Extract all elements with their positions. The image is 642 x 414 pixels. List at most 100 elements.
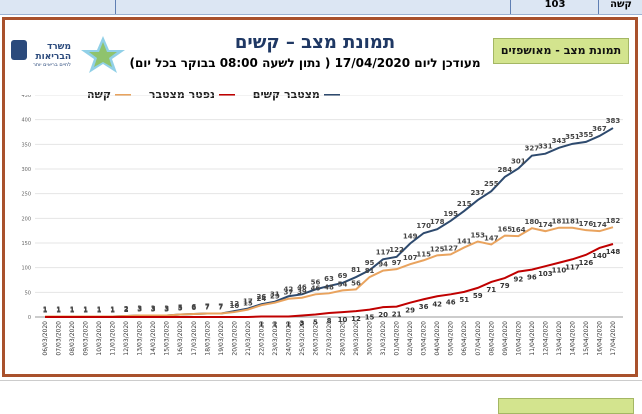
x-tick-label: 25/03/2020 [299,321,306,356]
data-label-severe: 39 [297,288,307,296]
data-label-severe: 176 [579,220,594,228]
data-label-severe: 5 [178,305,183,313]
logo-text: משרד הבריאות לחיים בריאים יותר [31,42,71,68]
x-tick-label: 03/04/2020 [421,321,428,356]
data-label-cumulative: 63 [324,275,334,283]
data-label-severe: 115 [416,250,431,258]
data-label-deceased: 1 [259,321,264,329]
ministry-logo: משרד הבריאות לחיים בריאים יותר [11,34,139,74]
data-label-severe: 1 [43,307,48,315]
data-label-cumulative: 3 [137,305,142,313]
x-tick-label: 31/03/2020 [380,321,387,356]
data-label-cumulative: 69 [338,272,348,280]
data-label-cumulative: 1 [70,306,75,314]
data-label-deceased: 29 [405,307,415,315]
series-line-severe [45,226,614,318]
data-label-severe: 94 [378,261,388,269]
x-tick-label: 20/03/2020 [231,321,238,356]
line-chart: 0 50 100 150 200 250 300 350 400 450 06/03/2020 07/… [21,95,623,356]
data-label-severe: 48 [324,283,334,291]
logo-star-icon [81,36,125,73]
data-label-severe: 29 [270,293,280,301]
x-tick-label: 15/04/2020 [583,321,590,356]
data-label-deceased: 1 [286,321,291,329]
data-label-cumulative: 26 [257,293,267,301]
x-tick-label: 26/03/2020 [312,321,319,356]
x-tick-label: 08/04/2020 [488,321,495,356]
data-label-deceased: 1 [272,321,277,329]
next-panel-title-cut [230,390,430,406]
data-label-severe: 141 [457,237,472,245]
data-label-cumulative: 3 [151,305,156,313]
y-tick-label: 100 [21,266,31,272]
x-tick-label: 21/03/2020 [245,321,252,356]
data-label-severe: 164 [511,226,526,234]
data-label-severe: 37 [284,289,294,297]
x-tick-label: 22/03/2020 [258,321,265,356]
data-label-severe: 125 [430,245,445,253]
x-tick-label: 29/03/2020 [353,321,360,356]
data-label-severe: 181 [552,218,567,226]
x-tick-label: 09/03/2020 [83,321,90,356]
data-label-cumulative: 301 [511,158,526,166]
chart-panel: משרד הבריאות לחיים בריאים יותר תמונת מצב… [2,17,638,377]
x-tick-label: 24/03/2020 [285,321,292,356]
x-tick-label: 08/03/2020 [69,321,76,356]
data-label-severe: 181 [565,218,580,226]
data-label-deceased: 36 [419,303,429,311]
data-label-severe: 7 [218,304,223,312]
data-label-cumulative: 5 [178,304,183,312]
x-tick-label: 30/03/2020 [367,321,374,356]
data-label-severe: 1 [83,307,88,315]
data-label-cumulative: 331 [538,143,553,151]
section-tag: תמונת מצב - מאושפזים [493,38,629,64]
data-label-severe: 10 [229,302,239,310]
data-label-cumulative: 355 [579,131,594,139]
x-tick-label: 18/03/2020 [204,321,211,356]
data-label-deceased: 110 [552,267,567,275]
data-label-cumulative: 327 [525,145,540,153]
x-tick-label: 04/04/2020 [434,321,441,356]
data-label-cumulative: 215 [457,200,472,208]
next-panel-tag-cut [498,398,634,414]
x-tick-label: 05/04/2020 [448,321,455,356]
data-label-deceased: 148 [606,248,621,256]
x-tick-label: 17/03/2020 [191,321,198,356]
data-label-deceased: 96 [527,274,537,282]
data-label-cumulative: 367 [592,125,607,133]
y-tick-label: 50 [25,290,31,296]
logo-subtitle: לחיים בריאים יותר [32,62,71,68]
data-label-cumulative: 1 [110,306,115,314]
data-label-cumulative: 122 [389,246,404,254]
data-label-severe: 3 [164,306,169,314]
data-label-deceased: 46 [446,298,456,306]
data-label-severe: 24 [257,295,267,303]
data-label-severe: 174 [538,221,553,229]
data-label-cumulative: 1 [97,306,102,314]
data-label-severe: 147 [484,234,499,242]
data-label-severe: 7 [205,304,210,312]
x-tick-label: 14/03/2020 [150,321,157,356]
data-label-deceased: 15 [365,314,375,322]
data-label-severe: 165 [497,226,512,234]
y-tick-label: 350 [21,142,31,148]
data-label-cumulative: 1 [83,306,88,314]
data-label-severe: 180 [525,218,540,226]
data-label-severe: 56 [351,279,361,287]
data-label-severe: 15 [243,300,253,308]
data-label-deceased: 12 [351,315,361,323]
data-label-deceased: 8 [327,317,332,325]
series-line-deceased [45,243,614,318]
data-label-deceased: 126 [579,259,594,267]
x-tick-label: 15/03/2020 [164,321,171,356]
top-table-strip: קשה 103 [0,0,642,15]
data-label-deceased: 20 [378,311,388,319]
y-tick-label: 400 [21,118,31,124]
data-label-cumulative: 42 [284,285,294,293]
data-label-cumulative: 383 [606,117,621,125]
data-label-deceased: 5 [313,319,318,327]
data-label-cumulative: 237 [470,189,485,197]
x-tick-label: 12/04/2020 [542,321,549,356]
x-tick-label: 12/03/2020 [123,321,130,356]
data-label-cumulative: 46 [297,283,307,291]
